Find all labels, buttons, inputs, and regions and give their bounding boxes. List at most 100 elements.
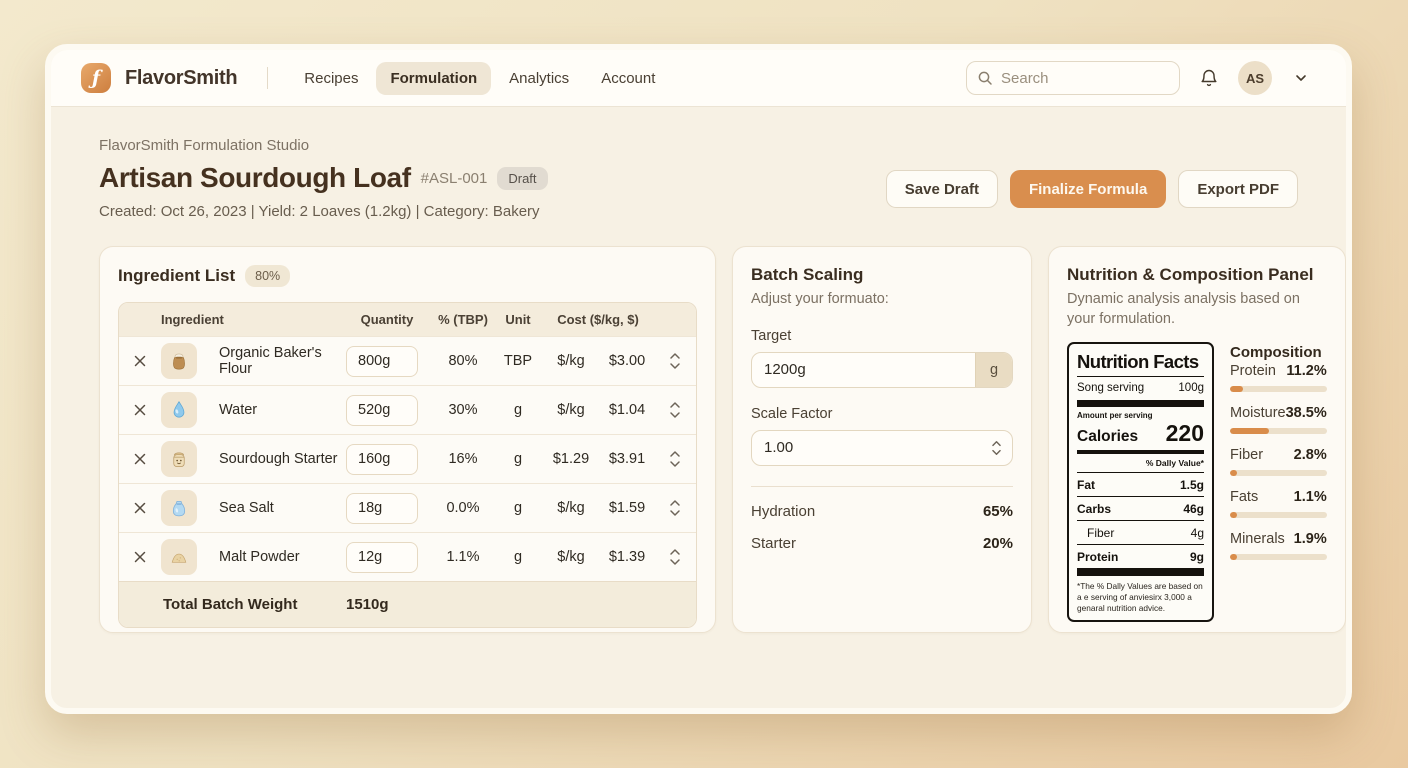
metric-value: 11.2% (1286, 363, 1327, 380)
cost-rate: $/kg (557, 402, 585, 418)
formula-code: #ASL-001 (420, 169, 488, 187)
ingredient-list-title: Ingredient List (118, 266, 236, 285)
composition-heading: Composition (1230, 344, 1322, 362)
calories-row: Calories 220 (1077, 420, 1204, 447)
cost-rate: $/kg (557, 353, 585, 369)
target-field: g (751, 351, 1013, 388)
metric-fats: Fats 1.1% (1230, 489, 1327, 519)
col-quantity: Quantity (360, 312, 414, 327)
quantity-input[interactable] (346, 345, 418, 377)
malt-powder-icon (161, 539, 197, 575)
export-pdf-button[interactable]: Export PDF (1178, 170, 1298, 208)
table-header-row: Ingredient Quantity % (TBP) Unit Cost ($… (119, 303, 696, 336)
table-row: Sourdough Starter 16% g $1.29 $3.91 (119, 434, 696, 483)
remove-row-button[interactable] (119, 501, 161, 515)
finalize-formula-button[interactable]: Finalize Formula (1009, 170, 1167, 208)
header-actions: Save Draft Finalize Formula Export PDF (885, 162, 1298, 208)
salt-bag-icon (161, 490, 197, 526)
app-window: ƒ FlavorSmith Recipes Formulation Analyt… (45, 44, 1352, 714)
user-menu-button[interactable] (1286, 63, 1316, 93)
cost-rate: $/kg (557, 500, 585, 516)
nutrition-panel-title: Nutrition & Composition Panel (1067, 265, 1314, 284)
target-input[interactable] (752, 361, 975, 379)
percent-value: 30% (448, 402, 478, 418)
metric-label: Moisture (1230, 405, 1286, 422)
table-row: Malt Powder 1.1% g $/kg $1.39 (119, 532, 696, 581)
col-percent: % (TBP) (438, 312, 488, 327)
nav-item-account[interactable]: Account (601, 69, 656, 87)
nutrient-row-fiber: Fiber 4g (1077, 521, 1204, 546)
page-title: Artisan Sourdough Loaf (99, 162, 411, 193)
metric-moisture: Moisture 38.5% (1230, 405, 1327, 435)
quantity-input[interactable] (346, 541, 418, 573)
scale-factor-stepper[interactable] (991, 440, 1012, 456)
percent-value: 0.0% (446, 500, 480, 516)
unit-value: g (513, 549, 523, 565)
amount-per-serving-label: Amount per serving (1077, 411, 1153, 421)
serving-value: 100g (1178, 382, 1204, 395)
breadcrumb: FlavorSmith Formulation Studio (99, 137, 310, 154)
scale-factor-field (751, 429, 1013, 466)
remove-row-button[interactable] (119, 550, 161, 564)
brand-name: FlavorSmith (125, 66, 238, 89)
metric-fiber: Fiber 2.8% (1230, 447, 1327, 477)
ingredient-name: Organic Baker's Flour (219, 345, 322, 377)
starter-jar-icon (161, 441, 197, 477)
nutrient-row-fat: Fat 1.5g (1077, 473, 1204, 498)
nav-item-analytics[interactable]: Analytics (509, 69, 570, 87)
row-stepper[interactable] (654, 450, 696, 468)
nutrition-facts-heading: Nutrition Facts (1077, 351, 1204, 378)
scale-factor-input[interactable] (752, 439, 991, 457)
target-unit-suffix: g (975, 352, 1012, 387)
save-draft-button[interactable]: Save Draft (885, 170, 998, 208)
row-stepper[interactable] (654, 401, 696, 419)
notifications-button[interactable] (1194, 63, 1224, 93)
user-avatar[interactable]: AS (1238, 61, 1272, 95)
nav-item-formulation[interactable]: Formulation (376, 61, 492, 95)
metric-value: 2.8% (1293, 447, 1327, 464)
quantity-input[interactable] (346, 394, 418, 426)
search-box[interactable] (966, 61, 1180, 95)
label-divider-medium (1077, 450, 1204, 455)
search-icon (977, 70, 993, 86)
nav-item-recipes[interactable]: Recipes (304, 69, 359, 87)
formula-header: Artisan Sourdough Loaf #ASL-001 Draft Cr… (99, 162, 548, 220)
protein-label: Protein (1077, 549, 1119, 564)
bell-icon (1199, 68, 1219, 88)
percent-value: 80% (448, 353, 478, 369)
cost-value: $1.04 (608, 402, 646, 418)
row-stepper[interactable] (654, 352, 696, 370)
metric-value: 38.5% (1285, 405, 1327, 422)
starter-label: Starter (751, 534, 797, 552)
scale-factor-label: Scale Factor (751, 405, 833, 422)
table-row: Water 30% g $/kg $1.04 (119, 385, 696, 434)
carbs-label: Carbs (1077, 501, 1112, 516)
search-input[interactable] (1001, 69, 1169, 87)
cost-value: $1.59 (608, 500, 646, 516)
row-stepper[interactable] (654, 499, 696, 517)
label-divider-thick (1077, 400, 1204, 408)
hydration-value: 65% (982, 502, 1013, 520)
ingredient-name: Water (219, 402, 258, 418)
row-stepper[interactable] (654, 548, 696, 566)
flavorsmith-logo-icon: ƒ (81, 63, 111, 93)
quantity-input[interactable] (346, 492, 418, 524)
total-row: Total Batch Weight 1510g (119, 581, 696, 627)
remove-row-button[interactable] (119, 452, 161, 466)
label-divider-thick-bottom (1077, 569, 1204, 577)
unit-value: g (513, 500, 523, 516)
percent-value: 1.1% (446, 549, 480, 565)
nav-divider (267, 67, 269, 89)
remove-row-button[interactable] (119, 354, 161, 368)
remove-row-button[interactable] (119, 403, 161, 417)
ingredient-table: Ingredient Quantity % (TBP) Unit Cost ($… (118, 302, 697, 628)
water-drop-icon (161, 392, 197, 428)
label-footnote: *The % Dally Values are based on a e ser… (1077, 581, 1203, 613)
hydration-stat: Hydration 65% (751, 503, 1013, 520)
nutrition-facts-label: Nutrition Facts Song serving 100g Amount… (1067, 342, 1214, 623)
quantity-input[interactable] (346, 443, 418, 475)
metric-label: Fiber (1230, 447, 1264, 464)
hydration-label: Hydration (751, 502, 816, 520)
total-batch-weight-value: 1510g (346, 596, 389, 613)
unit-value: g (513, 402, 523, 418)
